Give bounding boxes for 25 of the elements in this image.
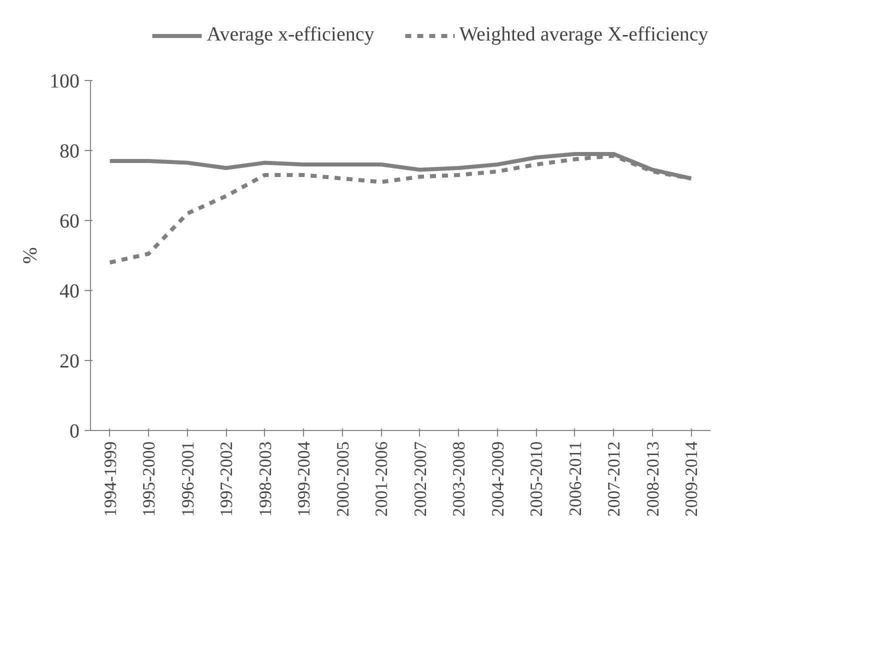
- y-tick-label: 60: [60, 210, 80, 232]
- y-tick-label: 100: [50, 70, 80, 92]
- x-tick-label: 1994-1999: [100, 441, 120, 517]
- y-tick-label: 20: [60, 350, 80, 372]
- x-tick-label: 1997-2002: [217, 441, 236, 517]
- y-tick-label: 80: [60, 140, 80, 162]
- x-tick-label: 2009-2014: [682, 441, 702, 517]
- x-tick-label: 2005-2010: [527, 441, 546, 517]
- y-tick-label: 0: [70, 420, 80, 442]
- x-tick-label: 2001-2006: [372, 441, 392, 517]
- x-tick-label: 2003-2008: [450, 441, 469, 517]
- x-tick-label: 1999-2004: [294, 441, 314, 517]
- x-tick-label: 2004-2009: [488, 441, 508, 517]
- x-tick-label: 2002-2007: [410, 441, 430, 517]
- y-tick-label: 40: [60, 280, 80, 302]
- x-tick-label: 1998-2003: [256, 441, 275, 517]
- x-tick-label: 2006-2011: [566, 441, 585, 516]
- y-axis-title: %: [20, 247, 42, 264]
- x-tick-label: 2000-2005: [333, 441, 352, 517]
- x-tick-label: 2008-2013: [643, 441, 662, 517]
- x-tick-label: 2007-2012: [604, 441, 624, 517]
- x-tick-label: 1995-2000: [140, 441, 159, 517]
- x-tick-label: 1996-2001: [178, 441, 198, 517]
- legend-label: Average x-efficiency: [206, 24, 374, 46]
- legend-label: Weighted average X-efficiency: [459, 24, 708, 46]
